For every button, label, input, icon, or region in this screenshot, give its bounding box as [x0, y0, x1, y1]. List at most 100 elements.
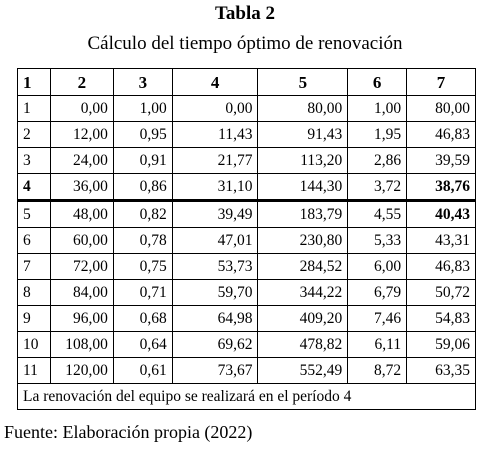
- table-cell: 47,01: [171, 227, 259, 254]
- table-cell: 24,00: [49, 147, 114, 174]
- table-cell: 39,49: [171, 200, 259, 228]
- table-cell: 0,91: [112, 147, 173, 174]
- table-cell: 96,00: [49, 305, 114, 332]
- table-cell: 21,77: [171, 147, 259, 174]
- table-cell: 8,72: [347, 357, 408, 384]
- table-cell: 3: [17, 147, 51, 174]
- table-cell: 2,86: [347, 147, 408, 174]
- table-body: 1 0,00 1,00 0,00 80,00 1,00 80,00 2 12,00 0,95 11,…: [17, 95, 476, 384]
- table-row: 5 48,00 0,82 39,49 183,79 4,55 40,43: [17, 200, 476, 228]
- table-row: 6 60,00 0,78 47,01 230,80 5,33 43,31: [17, 227, 476, 254]
- table-row: 1 0,00 1,00 0,00 80,00 1,00 80,00: [17, 95, 476, 122]
- table-cell: 0,68: [112, 305, 173, 332]
- table-cell: 31,10: [171, 173, 259, 202]
- table-note: La renovación del equipo se realizará en…: [17, 383, 476, 410]
- table-cell: 4,55: [347, 200, 408, 228]
- table-cell: 43,31: [406, 227, 476, 254]
- table-cell: 46,83: [406, 121, 476, 148]
- table-cell: 409,20: [257, 305, 349, 332]
- table-cell: 0,82: [112, 200, 173, 228]
- table-cell: 1: [17, 95, 51, 122]
- table-cell: 64,98: [171, 305, 259, 332]
- table-cell: 38,76: [406, 173, 476, 202]
- table-cell: 7,46: [347, 305, 408, 332]
- table-cell: 40,43: [406, 200, 476, 228]
- column-header: 5: [257, 68, 349, 96]
- table-row: 7 72,00 0,75 53,73 284,52 6,00 46,83: [17, 253, 476, 280]
- table-cell: 6,11: [347, 331, 408, 358]
- table-cell: 120,00: [49, 357, 114, 384]
- source-note: Fuente: Elaboración propia (2022): [4, 422, 253, 442]
- column-header: 1: [17, 68, 51, 96]
- table-cell: 48,00: [49, 200, 114, 228]
- table-cell: 59,06: [406, 331, 476, 358]
- table-cell: 0,00: [171, 95, 259, 122]
- table-cell: 1,00: [112, 95, 173, 122]
- table-title: Tabla 2: [214, 3, 276, 24]
- table-cell: 80,00: [406, 95, 476, 122]
- table-cell: 91,43: [257, 121, 349, 148]
- table-cell: 6,79: [347, 279, 408, 306]
- table-cell: 284,52: [257, 253, 349, 280]
- table-cell: 60,00: [49, 227, 114, 254]
- table-cell: 7: [17, 253, 51, 280]
- table-cell: 0,78: [112, 227, 173, 254]
- table-cell: 53,73: [171, 253, 259, 280]
- table-cell: 11: [17, 357, 51, 384]
- table-cell: 11,43: [171, 121, 259, 148]
- table-cell: 0,95: [112, 121, 173, 148]
- table-cell: 0,71: [112, 279, 173, 306]
- table-cell: 5,33: [347, 227, 408, 254]
- table-cell: 0,86: [112, 173, 173, 202]
- table-row: 9 96,00 0,68 64,98 409,20 7,46 54,83: [17, 305, 476, 332]
- table-cell: 39,59: [406, 147, 476, 174]
- table-cell: 108,00: [49, 331, 114, 358]
- table-cell: 54,83: [406, 305, 476, 332]
- table-cell: 2: [17, 121, 51, 148]
- table-cell: 0,61: [112, 357, 173, 384]
- table-cell: 46,83: [406, 253, 476, 280]
- table-cell: 1,95: [347, 121, 408, 148]
- table-cell: 0,00: [49, 95, 114, 122]
- table-cell: 8: [17, 279, 51, 306]
- table-cell: 3,72: [347, 173, 408, 202]
- table-cell: 0,75: [112, 253, 173, 280]
- table-cell: 5: [17, 200, 51, 228]
- table-cell: 84,00: [49, 279, 114, 306]
- table-cell: 72,00: [49, 253, 114, 280]
- table-cell: 1,00: [347, 95, 408, 122]
- table-cell: 69,62: [171, 331, 259, 358]
- column-header: 4: [171, 68, 259, 96]
- table-row: 8 84,00 0,71 59,70 344,22 6,79 50,72: [17, 279, 476, 306]
- column-header: 2: [49, 68, 114, 96]
- table-cell: 9: [17, 305, 51, 332]
- table-cell: 50,72: [406, 279, 476, 306]
- table-row: 4 36,00 0,86 31,10 144,30 3,72 38,76: [17, 173, 476, 202]
- table-cell: 36,00: [49, 173, 114, 202]
- table-cell: 63,35: [406, 357, 476, 384]
- table-cell: 4: [17, 173, 51, 202]
- table-cell: 230,80: [257, 227, 349, 254]
- table-row: 2 12,00 0,95 11,43 91,43 1,95 46,83: [17, 121, 476, 148]
- table-cell: 144,30: [257, 173, 349, 202]
- table-cell: 10: [17, 331, 51, 358]
- table-cell: 552,49: [257, 357, 349, 384]
- table-cell: 6: [17, 227, 51, 254]
- column-header: 3: [112, 68, 173, 96]
- table-cell: 73,67: [171, 357, 259, 384]
- table-cell: 6,00: [347, 253, 408, 280]
- table-cell: 0,64: [112, 331, 173, 358]
- table-subtitle: Cálculo del tiempo óptimo de renovación: [87, 33, 403, 54]
- table-cell: 183,79: [257, 200, 349, 228]
- table-cell: 12,00: [49, 121, 114, 148]
- table-row: 11 120,00 0,61 73,67 552,49 8,72 63,35: [17, 357, 476, 384]
- footer-row: La renovación del equipo se realizará en…: [17, 383, 476, 410]
- table-cell: 59,70: [171, 279, 259, 306]
- table-cell: 113,20: [257, 147, 349, 174]
- table-row: 10 108,00 0,64 69,62 478,82 6,11 59,06: [17, 331, 476, 358]
- column-header: 7: [406, 68, 476, 96]
- column-header: 6: [347, 68, 408, 96]
